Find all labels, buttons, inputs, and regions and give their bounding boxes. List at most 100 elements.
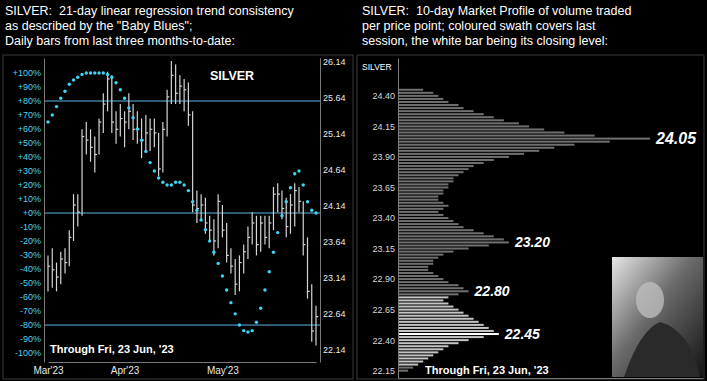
tick: 22.15 <box>372 366 398 376</box>
bar-range <box>243 245 244 274</box>
title: as described by the "Baby Blues"; <box>5 19 192 33</box>
bar-close <box>312 330 314 331</box>
bar-close <box>201 204 203 205</box>
bar <box>398 104 458 106</box>
bar-range <box>60 252 61 284</box>
tick: +90% <box>18 82 44 92</box>
bar-close <box>159 168 161 169</box>
tick-label: -80% <box>20 320 41 330</box>
level-label: 24.05 <box>655 130 697 147</box>
tick: 22.65 <box>372 305 398 315</box>
bar-close <box>184 89 186 90</box>
bar-close <box>282 208 284 209</box>
tick: -60% <box>20 292 44 302</box>
level-label: 23.20 <box>514 234 550 250</box>
bar-close <box>52 269 54 270</box>
bar <box>398 318 474 320</box>
annotation: Through Fri, 23 Jun, '23 <box>425 364 549 376</box>
bar-range <box>52 248 53 288</box>
bar <box>398 266 428 268</box>
bar-close <box>273 194 275 195</box>
bar-range <box>103 93 104 133</box>
tick: +50% <box>18 138 44 148</box>
bar-close <box>65 262 67 263</box>
title: session, the white bar being its closing… <box>362 34 608 48</box>
bar-close <box>307 291 309 292</box>
photo-detail <box>636 282 664 318</box>
tick: -20% <box>20 236 44 246</box>
tick: Apr'23 <box>111 362 140 376</box>
bar-close <box>57 276 59 277</box>
tick-label: 23.15 <box>372 244 395 254</box>
bar-close <box>256 244 258 245</box>
plot-area <box>398 89 650 372</box>
bar <box>398 339 469 341</box>
tick-label: 24.40 <box>372 91 395 101</box>
tick: 22.90 <box>372 274 398 284</box>
dot <box>276 231 279 234</box>
bar <box>398 269 428 271</box>
bar-range <box>98 119 99 155</box>
bar-range <box>149 119 150 151</box>
bar <box>398 144 574 146</box>
tick-label: +70% <box>18 110 41 120</box>
tick: -10% <box>20 222 44 232</box>
tick-label: +30% <box>18 166 41 176</box>
dot <box>51 113 54 116</box>
bar-range <box>226 223 227 263</box>
bar-close <box>248 237 250 238</box>
dot <box>216 262 219 265</box>
bar <box>398 321 479 323</box>
tick: 22.40 <box>372 336 398 346</box>
bar-close <box>112 122 114 123</box>
bar <box>398 342 458 344</box>
dot <box>242 329 245 332</box>
bar-range <box>73 194 74 241</box>
axis-line <box>399 378 704 379</box>
bar-range <box>107 72 108 112</box>
bar-range <box>124 111 125 147</box>
dot <box>131 116 134 119</box>
tick: -90% <box>20 334 44 344</box>
bar <box>398 327 489 329</box>
bar-range <box>192 111 193 212</box>
bar-close <box>261 222 263 223</box>
chart-canvas: SILVER: 21-day linear regression trend c… <box>0 0 707 381</box>
tick-label: -70% <box>20 306 41 316</box>
tick-label: -100% <box>15 348 41 358</box>
bar-close <box>176 93 178 94</box>
bar <box>398 193 443 195</box>
bar-range <box>239 255 240 291</box>
dot <box>140 138 143 141</box>
axis: 26.1425.6425.1424.6424.1423.6423.1422.64… <box>320 57 346 363</box>
tick-label: -20% <box>20 236 41 246</box>
bar-close <box>295 190 297 191</box>
dot <box>106 73 109 76</box>
bar <box>398 211 438 213</box>
bar-range <box>247 227 248 259</box>
bar <box>398 196 438 198</box>
bar <box>398 238 504 240</box>
bar <box>398 281 448 283</box>
dot <box>306 200 309 203</box>
dot <box>178 181 181 184</box>
tick: 25.64 <box>320 93 346 103</box>
tick: +70% <box>18 110 44 120</box>
tick-label: 22.65 <box>372 305 395 315</box>
dot <box>259 307 262 310</box>
tick: 23.64 <box>320 237 346 247</box>
axis: +100%+90%+80%+70%+60%+50%+40%+30%+20%+10… <box>13 59 45 363</box>
bar <box>398 92 433 94</box>
bar <box>398 229 474 231</box>
bar <box>398 302 448 304</box>
tick: -100% <box>15 348 44 358</box>
bar-close <box>265 237 267 238</box>
bar <box>398 232 484 234</box>
bar <box>398 199 438 201</box>
tick: 22.14 <box>320 345 346 355</box>
tick: 25.14 <box>320 129 346 139</box>
bar <box>398 244 489 246</box>
dot <box>97 71 100 74</box>
bar-range <box>286 198 287 238</box>
bar-range <box>115 111 116 143</box>
